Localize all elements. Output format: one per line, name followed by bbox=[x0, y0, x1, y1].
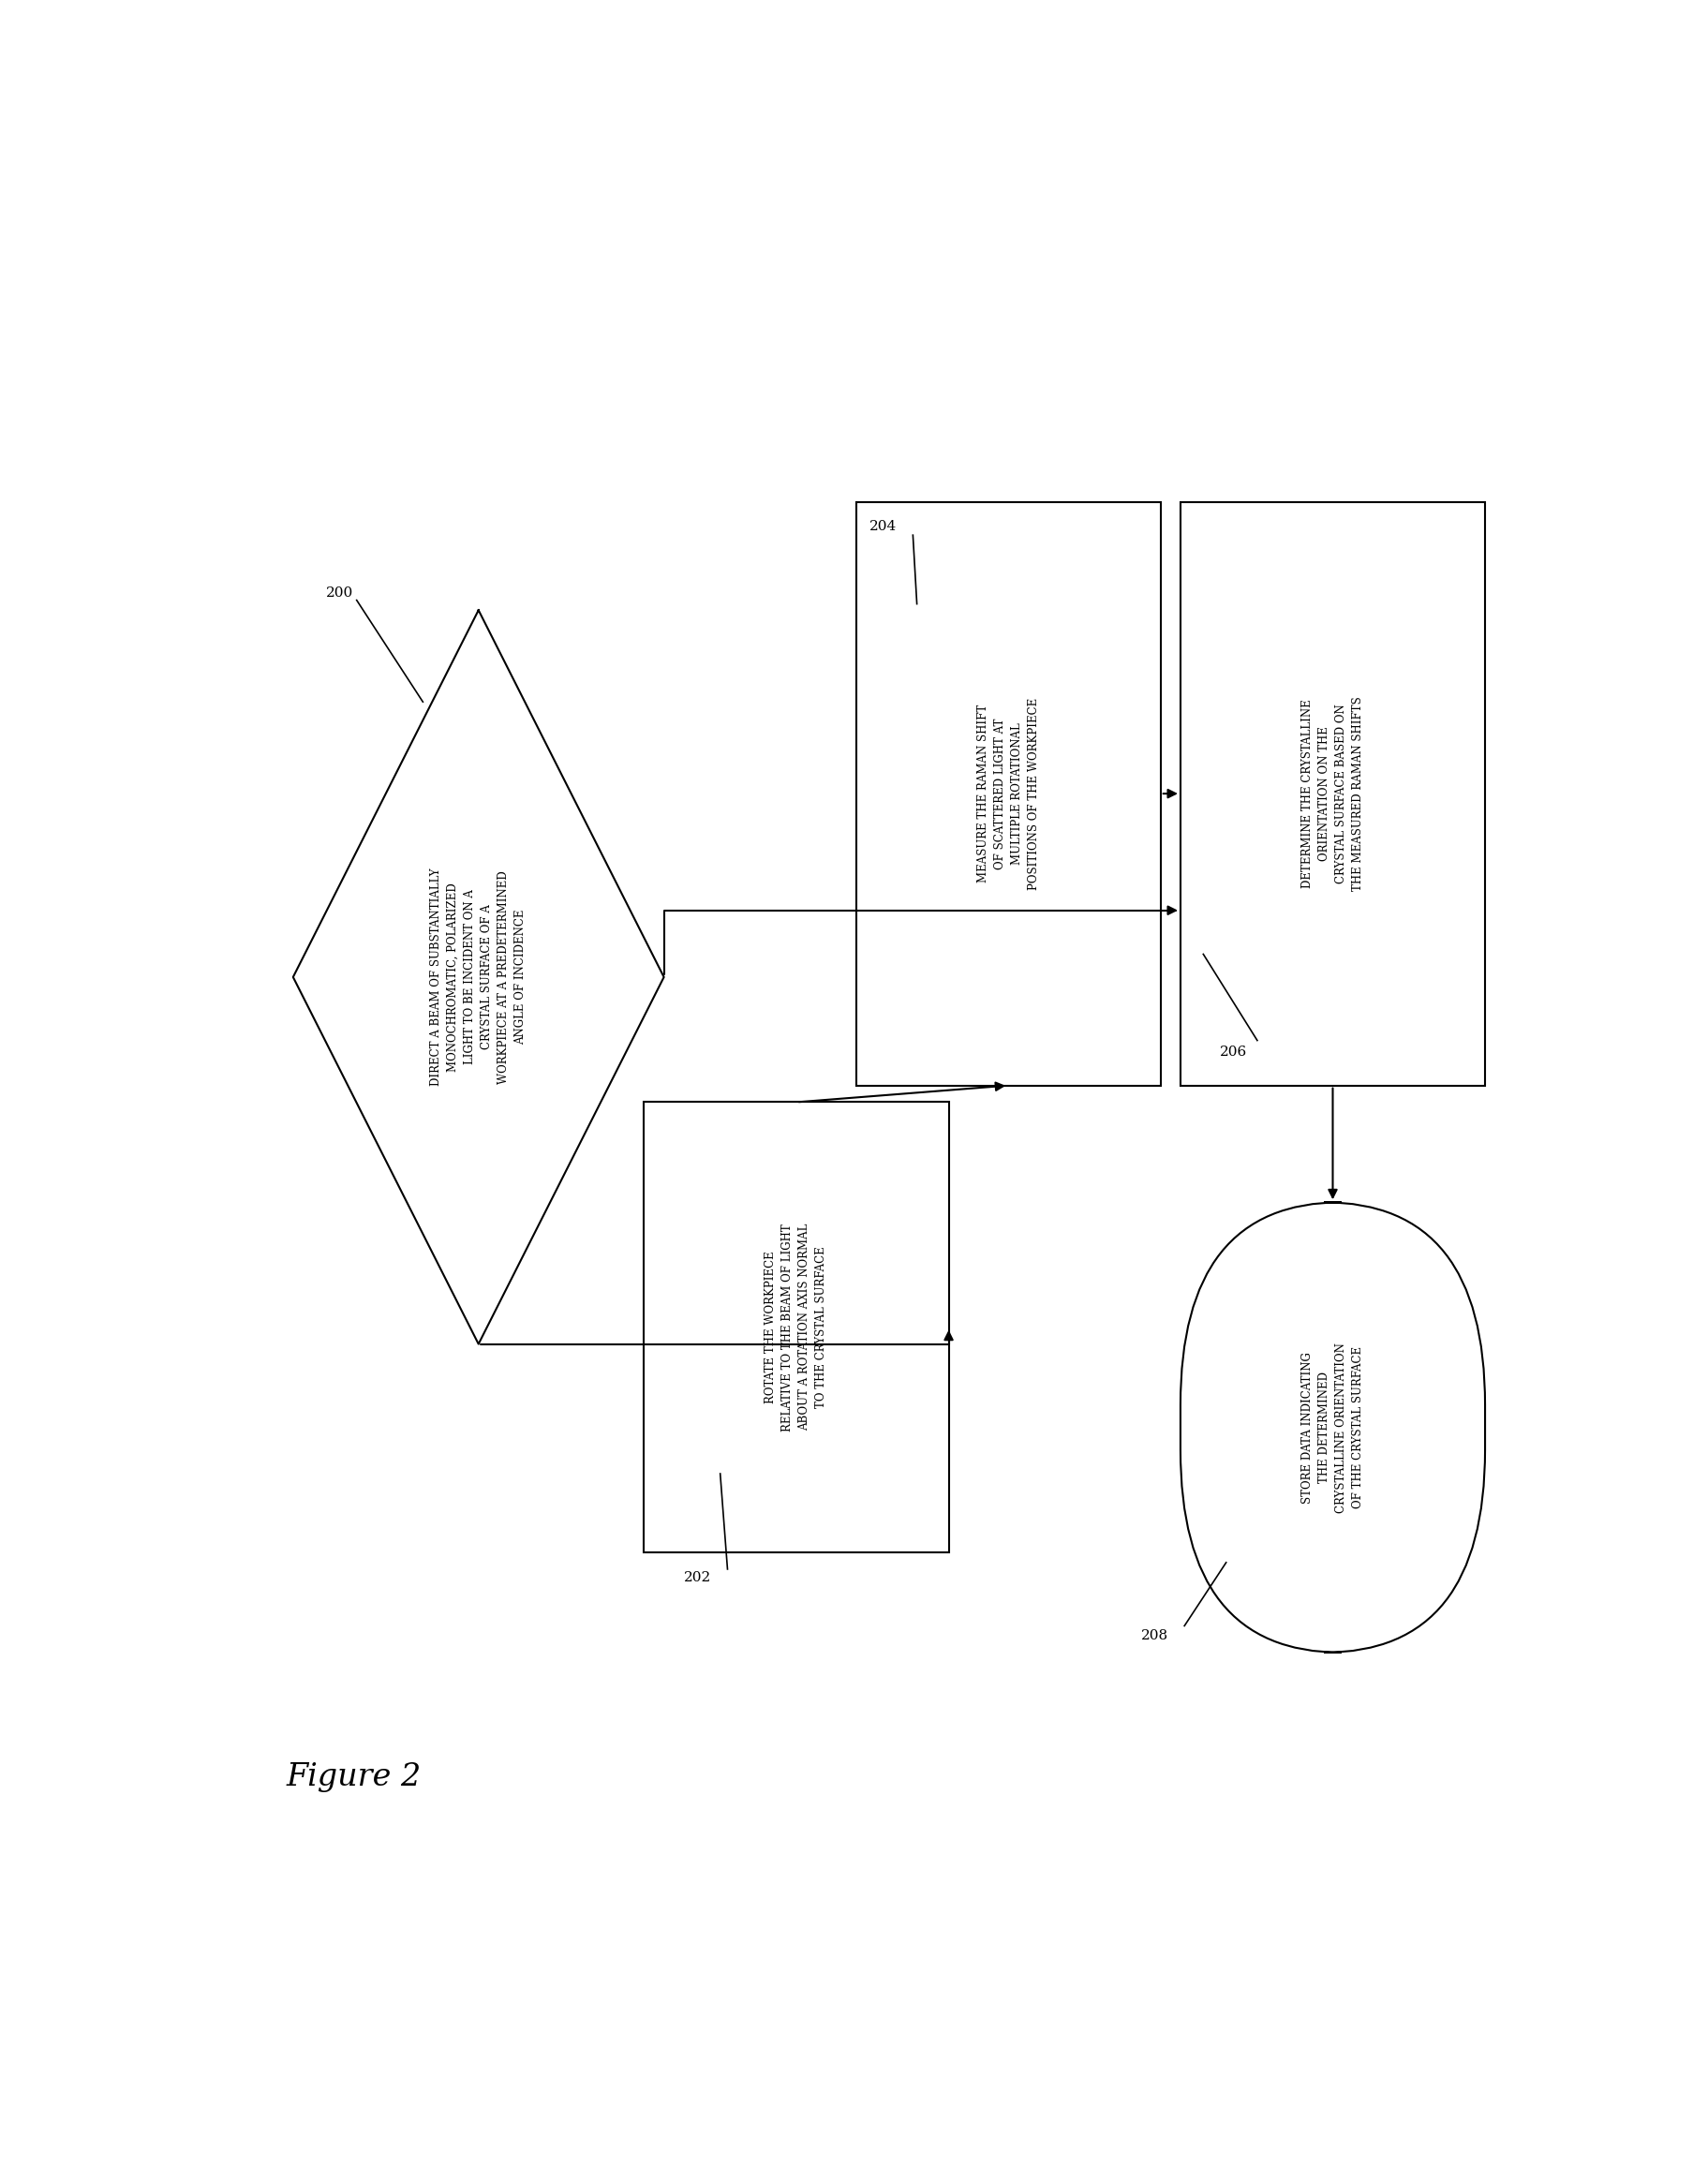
Text: MEASURE THE RAMAN SHIFT
OF SCATTERED LIGHT AT
MULTIPLE ROTATIONAL
POSITIONS OF T: MEASURE THE RAMAN SHIFT OF SCATTERED LIG… bbox=[977, 697, 1038, 890]
Text: DETERMINE THE CRYSTALLINE
ORIENTATION ON THE
CRYSTAL SURFACE BASED ON
THE MEASUR: DETERMINE THE CRYSTALLINE ORIENTATION ON… bbox=[1301, 695, 1363, 890]
Text: 206: 206 bbox=[1220, 1046, 1247, 1059]
Text: ROTATE THE WORKPIECE
RELATIVE TO THE BEAM OF LIGHT
ABOUT A ROTATION AXIS NORMAL
: ROTATE THE WORKPIECE RELATIVE TO THE BEA… bbox=[765, 1224, 827, 1432]
Bar bbox=[1180, 503, 1484, 1085]
Text: 208: 208 bbox=[1141, 1629, 1167, 1642]
Text: STORE DATA INDICATING
THE DETERMINED
CRYSTALLINE ORIENTATION
OF THE CRYSTAL SURF: STORE DATA INDICATING THE DETERMINED CRY… bbox=[1301, 1343, 1363, 1512]
Text: 200: 200 bbox=[326, 587, 354, 600]
Text: Figure 2: Figure 2 bbox=[287, 1763, 422, 1793]
FancyBboxPatch shape bbox=[1180, 1202, 1484, 1653]
Text: DIRECT A BEAM OF SUBSTANTIALLY
MONOCHROMATIC, POLARIZED
LIGHT TO BE INCIDENT ON : DIRECT A BEAM OF SUBSTANTIALLY MONOCHROM… bbox=[430, 869, 526, 1085]
Text: 202: 202 bbox=[683, 1570, 711, 1583]
Bar bbox=[644, 1102, 948, 1553]
Bar bbox=[856, 503, 1160, 1085]
Text: 204: 204 bbox=[869, 520, 897, 533]
